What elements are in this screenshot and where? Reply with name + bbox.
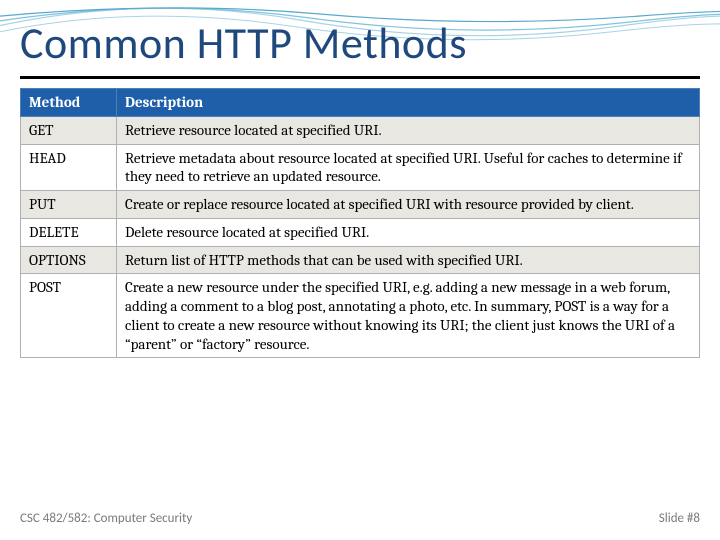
footer-course: CSC 482/582: Computer Security <box>20 511 192 526</box>
cell-description: Delete resource located at specified URI… <box>117 218 700 246</box>
cell-description: Retrieve resource located at specified U… <box>117 116 700 144</box>
http-methods-table: Method Description GET Retrieve resource… <box>20 88 700 358</box>
table-row: HEAD Retrieve metadata about resource lo… <box>21 144 700 191</box>
cell-method: OPTIONS <box>21 246 117 274</box>
slide-title: Common HTTP Methods <box>20 16 467 70</box>
col-method-header: Method <box>21 89 117 117</box>
table-row: POST Create a new resource under the spe… <box>21 274 700 358</box>
table-row: PUT Create or replace resource located a… <box>21 191 700 219</box>
cell-method: PUT <box>21 191 117 219</box>
title-underline <box>20 76 700 79</box>
table-row: GET Retrieve resource located at specifi… <box>21 116 700 144</box>
cell-method: HEAD <box>21 144 117 191</box>
slide: Common HTTP Methods Method Description G… <box>0 0 720 540</box>
cell-description: Retrieve metadata about resource located… <box>117 144 700 191</box>
table-header-row: Method Description <box>21 89 700 117</box>
cell-method: GET <box>21 116 117 144</box>
cell-description: Create a new resource under the specifie… <box>117 274 700 358</box>
cell-method: POST <box>21 274 117 358</box>
table-row: DELETE Delete resource located at specif… <box>21 218 700 246</box>
col-description-header: Description <box>117 89 700 117</box>
cell-description: Return list of HTTP methods that can be … <box>117 246 700 274</box>
cell-method: DELETE <box>21 218 117 246</box>
footer-slide-number: Slide #8 <box>659 511 700 526</box>
table-row: OPTIONS Return list of HTTP methods that… <box>21 246 700 274</box>
cell-description: Create or replace resource located at sp… <box>117 191 700 219</box>
